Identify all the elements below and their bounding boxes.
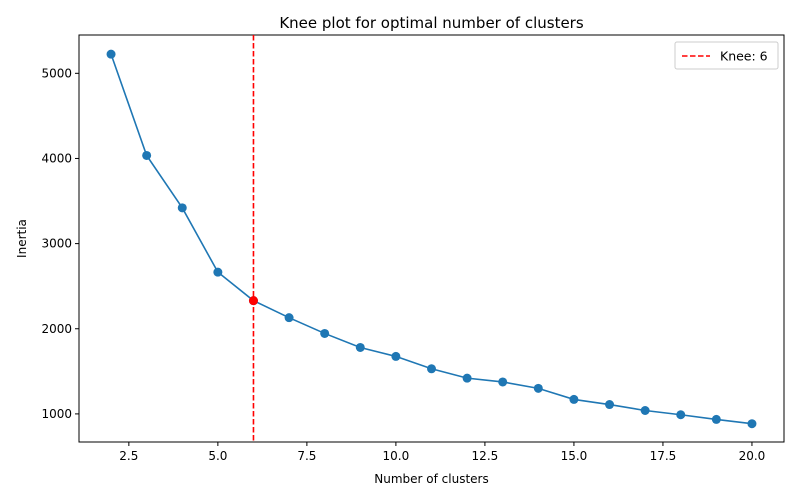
y-tick-label: 5000 [41, 66, 72, 80]
x-axis-label: Number of clusters [374, 472, 488, 486]
x-tick-label: 10.0 [383, 449, 410, 463]
data-point [355, 342, 365, 352]
legend-box [674, 41, 779, 70]
data-point [177, 203, 187, 213]
y-tick-label: 1000 [41, 407, 72, 421]
y-tick-label: 4000 [41, 151, 72, 165]
x-tick-label: 20.0 [739, 449, 766, 463]
y-axis-label: Inertia [15, 219, 29, 258]
y-tick-label: 3000 [41, 237, 72, 251]
x-tick-label: 2.5 [119, 449, 138, 463]
data-point [676, 410, 686, 420]
data-point [427, 364, 436, 374]
data-point [213, 267, 223, 277]
x-tick-label: 7.5 [297, 449, 316, 463]
data-point [320, 328, 330, 338]
x-axis-ticks: 2.5 5.0 7.5 10.0 12.5 15.0 17.5 20.0 [119, 442, 765, 463]
data-point [747, 419, 757, 429]
series-layer [106, 35, 757, 442]
x-tick-label: 15.0 [561, 449, 588, 463]
chart-title: Knee plot for optimal number of clusters [279, 14, 584, 32]
y-axis-ticks: 1000 2000 3000 4000 5000 [41, 66, 79, 421]
y-tick-label: 2000 [41, 322, 72, 336]
plot-area [78, 34, 785, 443]
data-point [498, 377, 508, 387]
legend: Knee: 6 [674, 41, 779, 70]
data-point [462, 373, 472, 383]
data-point [391, 351, 401, 361]
x-tick-label: 12.5 [472, 449, 499, 463]
data-point [533, 383, 543, 393]
data-point [605, 400, 615, 410]
data-point [569, 394, 579, 404]
x-tick-label: 5.0 [208, 449, 227, 463]
data-point [106, 49, 116, 59]
data-point [284, 313, 294, 323]
legend-knee-label: Knee: 6 [720, 49, 768, 64]
data-point [711, 414, 721, 424]
data-point [640, 405, 650, 415]
x-tick-label: 17.5 [650, 449, 677, 463]
data-point [142, 150, 152, 160]
knee-point [248, 296, 258, 306]
